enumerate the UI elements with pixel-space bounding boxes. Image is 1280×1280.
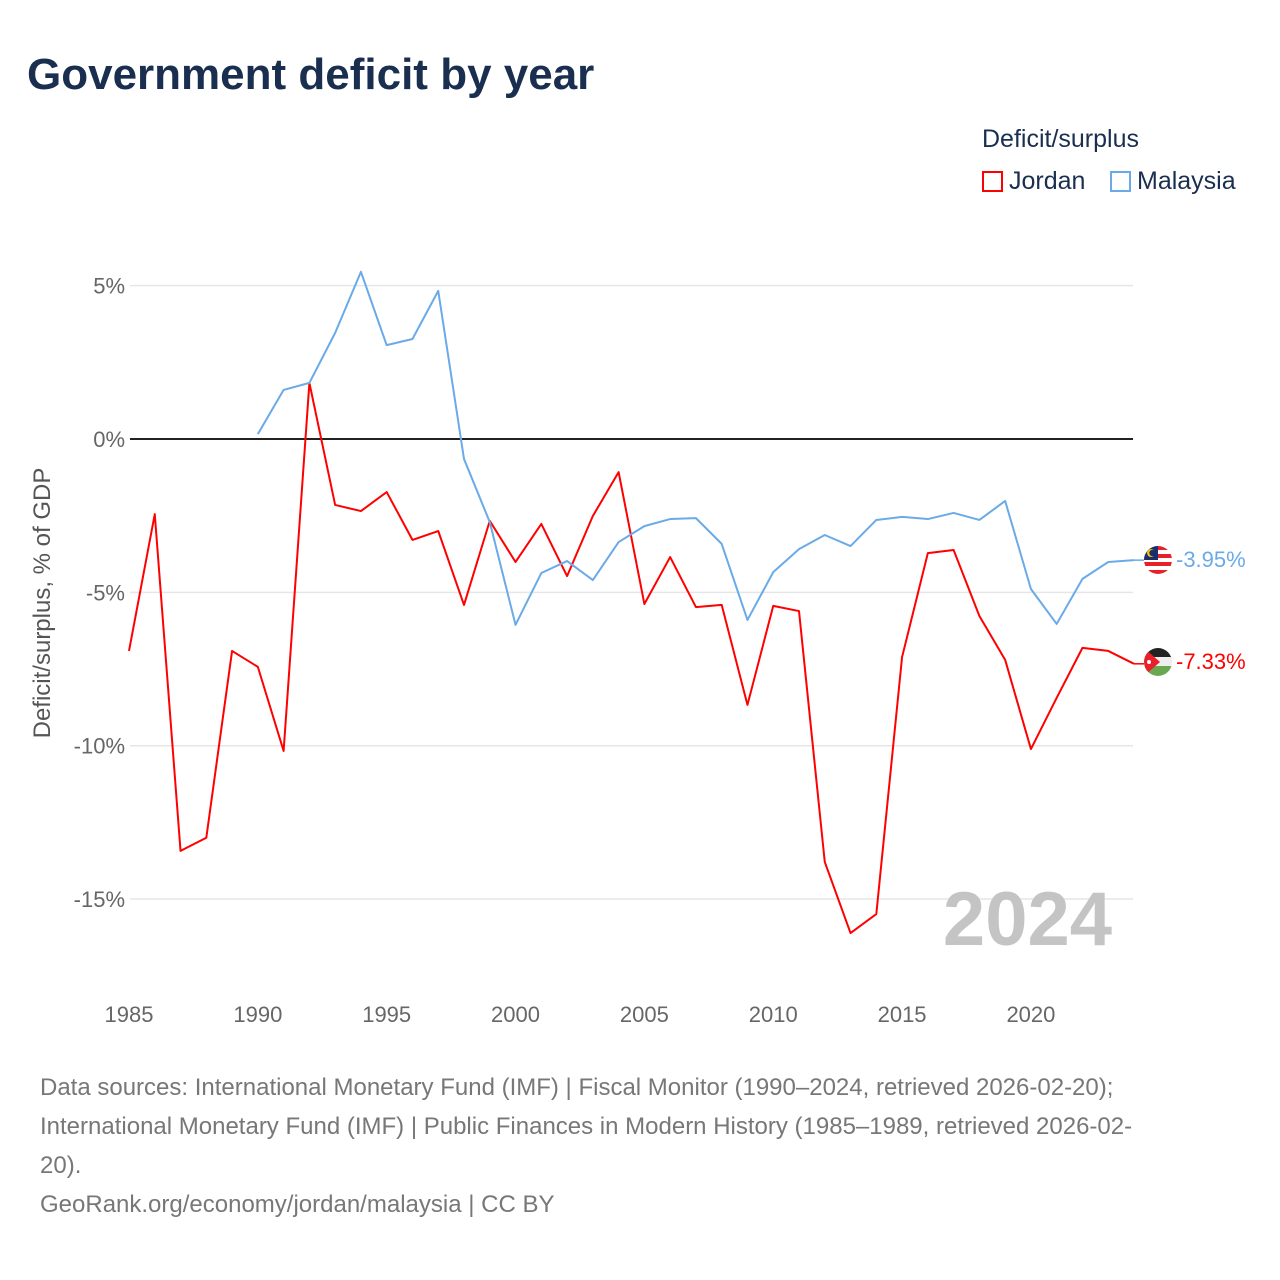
legend-item-malaysia[interactable]: Malaysia — [1110, 167, 1236, 196]
attribution-link[interactable]: GeoRank.org/economy/jordan/malaysia | CC… — [40, 1191, 555, 1218]
jordan-flag-icon — [1144, 648, 1172, 676]
x-tick-label: 1995 — [362, 1002, 411, 1027]
y-tick-label: -5% — [86, 580, 125, 605]
source-line: 20). — [40, 1152, 82, 1179]
y-tick-label: 5% — [93, 274, 125, 299]
chart-title: Government deficit by year — [27, 50, 595, 99]
plot-area: 5% 0% -5% -10% -15% 1985 1990 1995 2000 2005 2010 2… — [29, 270, 1246, 1027]
legend-swatch-jordan — [982, 171, 1003, 192]
y-axis-label: Deficit/surplus, % of GDP — [29, 468, 56, 739]
x-tick-label: 1990 — [233, 1002, 282, 1027]
legend-swatch-malaysia — [1110, 171, 1131, 192]
y-tick-label: -10% — [74, 734, 125, 759]
x-tick-label: 2000 — [491, 1002, 540, 1027]
legend-label: Jordan — [1009, 167, 1086, 195]
x-tick-label: 1985 — [105, 1002, 154, 1027]
malaysia-flag-icon — [1144, 546, 1172, 574]
source-line: International Monetary Fund (IMF) | Publ… — [40, 1113, 1133, 1140]
x-tick-label: 2020 — [1006, 1002, 1055, 1027]
series-line-malaysia — [256, 270, 1135, 626]
x-tick-label: 2015 — [878, 1002, 927, 1027]
x-tick-label: 2005 — [620, 1002, 669, 1027]
y-tick-label: 0% — [93, 427, 125, 452]
series-line-jordan — [128, 381, 1135, 935]
legend-title: Deficit/surplus — [982, 125, 1139, 153]
x-tick-label: 2010 — [749, 1002, 798, 1027]
legend-item-jordan[interactable]: Jordan — [982, 167, 1085, 196]
year-watermark: 2024 — [943, 877, 1112, 962]
jordan-end-label: -7.33% — [1176, 649, 1246, 674]
legend-label: Malaysia — [1137, 167, 1236, 195]
malaysia-end-label: -3.95% — [1176, 547, 1246, 572]
footer: Data sources: International Monetary Fun… — [40, 1068, 1132, 1224]
source-line: Data sources: International Monetary Fun… — [40, 1074, 1114, 1101]
y-tick-label: -15% — [74, 887, 125, 912]
